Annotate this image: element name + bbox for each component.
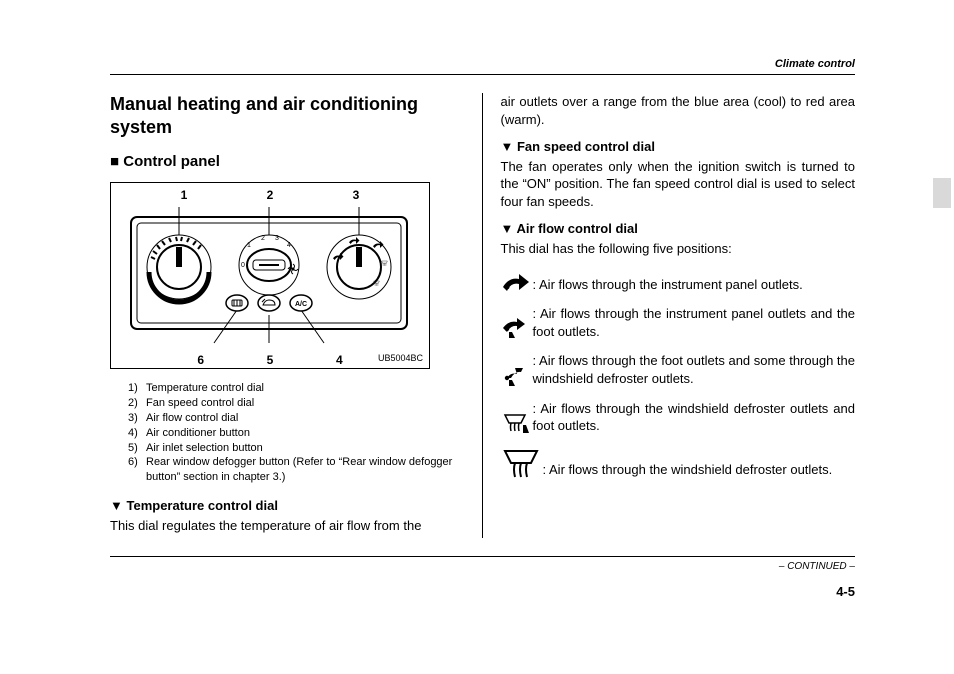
continued-label: – CONTINUED – bbox=[779, 561, 855, 572]
figure-top-labels: 1 2 3 bbox=[111, 183, 429, 205]
legend-item: Air conditioner button bbox=[146, 426, 250, 441]
airflow-pos-text: : Air flows through the instrument panel… bbox=[533, 305, 856, 340]
manual-page: Climate control Manual heating and air c… bbox=[110, 58, 855, 599]
defrost-foot-icon bbox=[501, 411, 531, 435]
fan-dial-heading: Fan speed control dial bbox=[501, 138, 856, 156]
airflow-intro: This dial has the following five positio… bbox=[501, 240, 856, 258]
fig-label-3: 3 bbox=[313, 187, 399, 203]
left-column: Manual heating and air conditioning syst… bbox=[110, 93, 483, 538]
control-panel-figure: 1 2 3 bbox=[110, 182, 430, 369]
svg-text:4: 4 bbox=[287, 242, 291, 249]
svg-text:1: 1 bbox=[247, 242, 251, 249]
fig-label-2: 2 bbox=[227, 187, 313, 203]
legend-item: Air flow control dial bbox=[146, 411, 238, 426]
svg-text:2: 2 bbox=[261, 235, 265, 242]
figure-legend: 1)Temperature control dial 2)Fan speed c… bbox=[110, 379, 464, 485]
legend-item: Rear window defogger button (Refer to “R… bbox=[146, 455, 464, 485]
airflow-pos-text: : Air flows through the windshield defro… bbox=[543, 461, 856, 479]
side-tab-marker bbox=[933, 178, 951, 208]
panel-foot-icon bbox=[501, 316, 531, 340]
fig-label-1: 1 bbox=[141, 187, 227, 203]
legend-item: Air inlet selection button bbox=[146, 441, 263, 456]
defrost-icon bbox=[501, 447, 541, 479]
foot-defrost-icon bbox=[501, 364, 531, 388]
page-footer: – CONTINUED – bbox=[110, 556, 855, 572]
airflow-dial-heading: Air flow control dial bbox=[501, 220, 856, 238]
temp-dial-heading: Temperature control dial bbox=[110, 497, 464, 515]
airflow-pos-defrost-foot: : Air flows through the windshield defro… bbox=[501, 400, 856, 435]
header-section-label: Climate control bbox=[775, 58, 855, 70]
fig-label-5: 5 bbox=[235, 352, 304, 368]
airflow-pos-panel-foot: : Air flows through the instrument panel… bbox=[501, 305, 856, 340]
svg-text:A/C: A/C bbox=[295, 301, 307, 308]
airflow-pos-panel: : Air flows through the instrument panel… bbox=[501, 269, 856, 293]
content-columns: Manual heating and air conditioning syst… bbox=[110, 93, 855, 538]
airflow-pos-foot-defrost: : Air flows through the foot outlets and… bbox=[501, 352, 856, 387]
temp-dial-body-cont: air outlets over a range from the blue a… bbox=[501, 93, 856, 128]
page-number: 4-5 bbox=[110, 584, 855, 599]
airflow-pos-defrost: : Air flows through the windshield defro… bbox=[501, 447, 856, 479]
right-column: air outlets over a range from the blue a… bbox=[483, 93, 856, 538]
page-header: Climate control bbox=[110, 58, 855, 75]
control-panel-heading: Control panel bbox=[110, 152, 464, 172]
panel-outlet-icon bbox=[501, 269, 531, 293]
legend-item: Temperature control dial bbox=[146, 381, 264, 396]
airflow-pos-text: : Air flows through the instrument panel… bbox=[533, 276, 856, 294]
airflow-pos-text: : Air flows through the foot outlets and… bbox=[533, 352, 856, 387]
figure-drawing: 1 2 3 4 0 bbox=[111, 205, 429, 350]
airflow-pos-text: : Air flows through the windshield defro… bbox=[533, 400, 856, 435]
legend-item: Fan speed control dial bbox=[146, 396, 254, 411]
svg-text:3: 3 bbox=[275, 235, 279, 242]
fig-label-6: 6 bbox=[166, 352, 235, 368]
svg-text:0: 0 bbox=[241, 262, 245, 269]
fan-dial-body: The fan operates only when the ignition … bbox=[501, 158, 856, 211]
fig-label-4: 4 bbox=[305, 352, 374, 368]
figure-code: UB5004BC bbox=[378, 352, 423, 364]
temp-dial-body: This dial regulates the temperature of a… bbox=[110, 517, 464, 535]
page-title: Manual heating and air conditioning syst… bbox=[110, 93, 464, 138]
